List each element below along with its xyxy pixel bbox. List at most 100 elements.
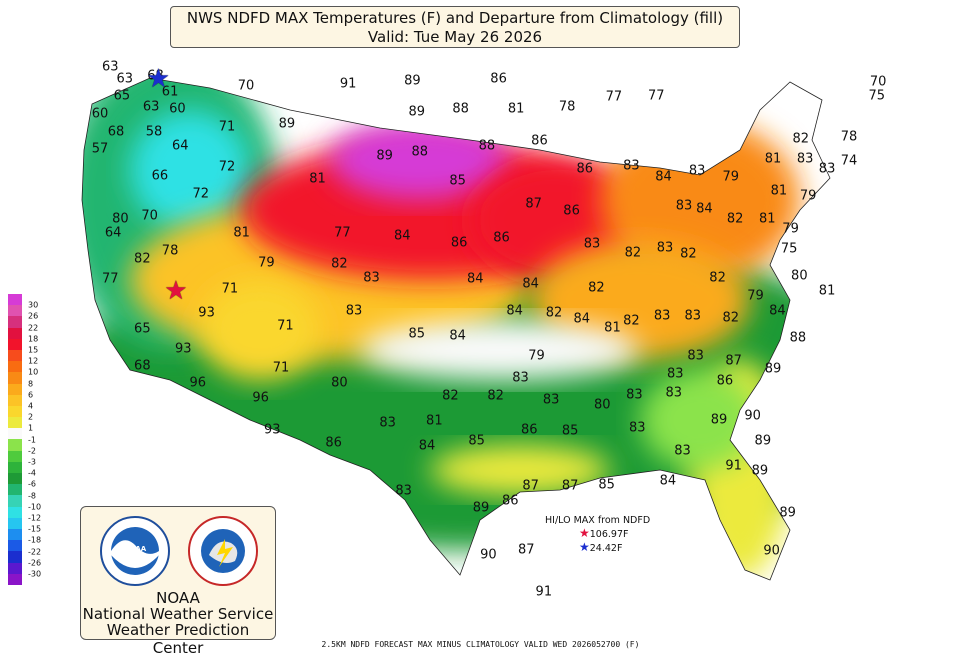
title-line-1: NWS NDFD MAX Temperatures (F) and Depart…: [186, 9, 724, 27]
colorbar-label: 12: [28, 356, 39, 366]
footer-caption: 2.5KM NDFD FORECAST MAX MINUS CLIMATOLOG…: [321, 640, 640, 649]
temp-label: 63: [116, 71, 134, 87]
colorbar-swatch: [8, 327, 22, 339]
temp-label: 82: [709, 270, 726, 286]
temp-label: 79: [528, 348, 545, 364]
temp-label: 86: [501, 493, 519, 509]
temp-label: 85: [561, 423, 579, 439]
temp-label: 65: [134, 321, 151, 337]
temp-label: 89: [408, 104, 426, 120]
temp-label: 77: [101, 271, 119, 287]
temp-label: 75: [780, 241, 798, 257]
temp-label: 81: [309, 171, 326, 187]
temp-label: 82: [442, 388, 459, 404]
temp-label: 57: [91, 141, 109, 157]
temp-label: 60: [91, 106, 109, 122]
colorbar-swatch: [8, 562, 22, 574]
colorbar-swatch: [8, 551, 22, 563]
departure-fill-region: [360, 320, 640, 380]
temp-label: 83: [796, 151, 814, 167]
temp-label: 72: [192, 186, 210, 202]
colorbar-swatch: [8, 461, 22, 473]
temp-label: 78: [840, 129, 858, 145]
temp-label: 83: [665, 385, 683, 401]
temp-label: 87: [518, 542, 535, 558]
temp-label: 82: [545, 305, 563, 321]
hilo-title: HI/LO MAX from NDFD: [545, 515, 651, 526]
temp-label: 83: [688, 163, 706, 179]
temp-label: 83: [583, 236, 601, 252]
temp-label: 80: [593, 397, 611, 413]
colorbar-label: 8: [28, 379, 34, 389]
temp-label: 86: [531, 133, 548, 149]
temp-label: 79: [722, 169, 739, 185]
temp-label: 88: [789, 330, 807, 346]
colorbar-label: -26: [28, 558, 42, 568]
temp-label: 81: [758, 211, 776, 227]
temp-label: 81: [770, 183, 788, 199]
colorbar-swatch: [8, 573, 22, 585]
colorbar-label: -30: [28, 569, 42, 579]
colorbar-swatch: [8, 394, 22, 406]
temp-label: 89: [278, 116, 296, 132]
temp-label: 84: [573, 311, 591, 327]
temp-label: 86: [450, 235, 468, 251]
temp-label: 83: [656, 240, 674, 256]
colorbar-label: -3: [28, 457, 36, 467]
colorbar-swatch: [8, 439, 22, 451]
temp-label: 83: [395, 483, 412, 499]
svg-text:NOAA: NOAA: [124, 545, 147, 553]
temp-label: 85: [598, 477, 615, 493]
temp-label: 79: [747, 288, 764, 304]
colorbar-swatch: [8, 428, 22, 440]
temp-label: 86: [520, 422, 538, 438]
temp-label: 78: [161, 243, 179, 259]
temp-label: 66: [151, 168, 169, 184]
temp-label: 83: [542, 392, 560, 408]
temp-label: 82: [588, 280, 605, 296]
temp-label: 89: [751, 463, 769, 479]
temp-label: 71: [272, 360, 290, 376]
temp-label: 83: [684, 308, 702, 324]
temp-label: 70: [141, 208, 158, 224]
colorbar-swatch: [8, 372, 22, 384]
temp-label: 60: [169, 101, 186, 117]
temp-label: 64: [172, 138, 189, 154]
colorbar-label: 2: [28, 412, 34, 422]
temp-label: 83: [363, 270, 380, 286]
colorbar-label: -15: [28, 524, 42, 534]
map-title: NWS NDFD MAX Temperatures (F) and Depart…: [170, 6, 740, 48]
hilo-box: HI/LO MAX from NDFD ★106.97F ★24.42F: [545, 515, 650, 555]
temp-label: 83: [512, 370, 529, 386]
temp-label: 86: [325, 435, 342, 451]
temp-label: 88: [478, 138, 496, 154]
colorbar-label: 10: [28, 367, 39, 377]
departure-fill-region: [130, 110, 250, 230]
colorbar-label: 1: [28, 423, 34, 433]
colorbar-label: -2: [28, 446, 36, 456]
temp-label: 82: [331, 256, 348, 272]
temp-label: 93: [174, 341, 192, 357]
temp-label: 72: [218, 159, 236, 175]
temp-label: 74: [840, 153, 858, 169]
temp-label: 80: [331, 375, 348, 391]
title-line-2: Valid: Tue May 26 2026: [367, 28, 543, 46]
temp-label: 86: [716, 373, 734, 389]
noaa-logo-icon: NOAA: [100, 516, 170, 586]
colorbar-label: -10: [28, 502, 42, 512]
hi-max-star-icon: ★: [164, 275, 188, 306]
temp-label: 89: [764, 361, 782, 377]
colorbar-label: -6: [28, 479, 36, 489]
temp-label: 81: [604, 320, 621, 336]
temp-label: 71: [277, 318, 294, 334]
temp-label: 83: [345, 303, 363, 319]
lo-max-star-icon: ★: [146, 63, 171, 94]
temp-label: 96: [252, 390, 269, 406]
temp-label: 83: [675, 198, 693, 214]
temp-label: 83: [623, 158, 640, 174]
temp-label: 81: [507, 101, 525, 117]
temp-label: 86: [576, 161, 593, 177]
temp-label: 96: [189, 375, 207, 391]
temp-label: 84: [466, 271, 484, 287]
